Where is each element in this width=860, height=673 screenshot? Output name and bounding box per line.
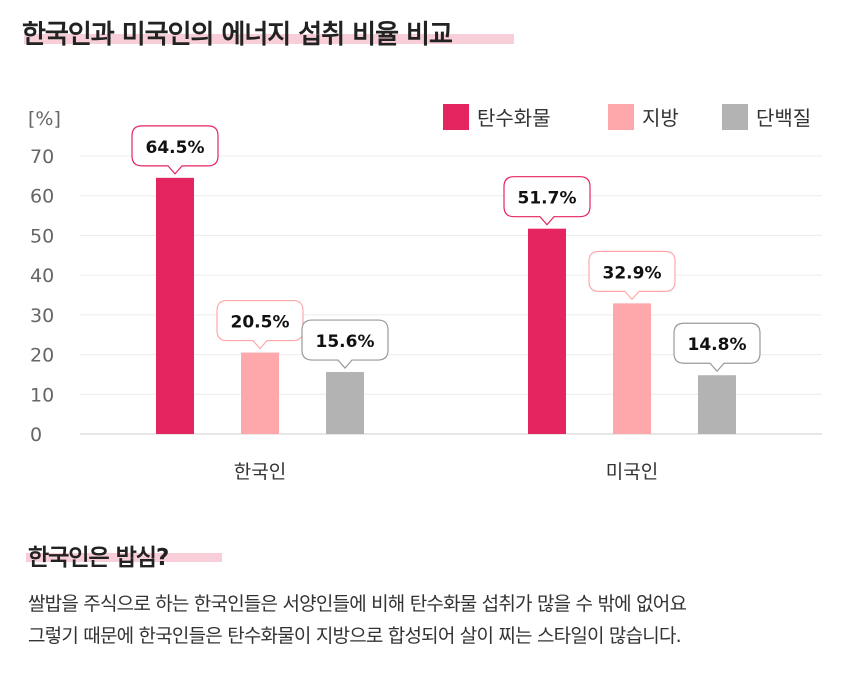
data-label-protein-1: 15.6%: [316, 332, 375, 352]
legend-label-protein: 단백질: [756, 106, 812, 130]
y-tick-label: 50: [30, 225, 54, 247]
body-line-1: 쌀밥을 주식으로 하는 한국인들은 서양인들에 비해 탄수화물 섭취가 많을 수…: [28, 593, 687, 615]
chart-canvas: 0 10 20 30 40 50 60 70 한국인 64.5% 20.5% 15.6% 미국인 51.7…: [30, 125, 822, 483]
y-tick-label: 60: [30, 186, 54, 208]
callout-protein-1: [301, 319, 389, 369]
y-tick-label: 10: [30, 384, 54, 406]
legend-label-fat: 지방: [642, 106, 679, 130]
body-text: 쌀밥을 주식으로 하는 한국인들은 서양인들에 비해 탄수화물 섭취가 많을 수…: [28, 588, 687, 652]
legend-swatch-protein: [722, 103, 748, 130]
y-tick-label: 0: [30, 424, 42, 446]
legend-swatch-carbs: [443, 103, 469, 130]
callout-fat-1: [216, 299, 304, 350]
title-block: 한국인과 미국인의 에너지 섭취 비율 비교: [22, 14, 514, 51]
legend-swatch-fat: [608, 103, 634, 130]
data-label-carbs-1: 64.5%: [146, 138, 205, 158]
page-title: 한국인과 미국인의 에너지 섭취 비율 비교: [22, 20, 453, 50]
section-subtitle: 한국인은 밥심?: [28, 545, 169, 571]
data-label-fat-2: 32.9%: [603, 263, 662, 283]
legend-label-carbs: 탄수화물: [477, 106, 551, 130]
legend-item-fat: 지방: [608, 102, 679, 131]
bar-fat-1: [241, 352, 279, 434]
y-axis-unit: [%]: [28, 108, 61, 130]
y-tick-label: 20: [30, 345, 54, 367]
data-label-fat-1: 20.5%: [231, 313, 290, 333]
bar-protein-1: [326, 372, 364, 434]
x-tick-label: 한국인: [234, 461, 286, 483]
legend-item-carbs: 탄수화물: [443, 102, 551, 131]
bar-protein-2: [698, 375, 736, 434]
bar-carbs-2: [528, 228, 566, 434]
y-tick-label: 30: [30, 305, 54, 327]
title-highlight: [24, 34, 514, 44]
data-label-protein-2: 14.8%: [688, 335, 747, 355]
y-tick-label: 40: [30, 265, 54, 287]
body-line-2: 그렇기 때문에 한국인들은 탄수화물이 지방으로 합성되어 살이 찌는 스타일이…: [28, 625, 682, 647]
x-tick-label: 미국인: [606, 461, 658, 483]
callout-carbs-1: [131, 125, 219, 175]
y-tick-label: 70: [30, 146, 54, 168]
subtitle-block: 한국인은 밥심?: [26, 538, 222, 572]
callout-protein-2: [673, 322, 761, 373]
subtitle-highlight: [26, 553, 222, 562]
bar-carbs-1: [156, 177, 194, 434]
bar-chart: 0 10 20 30 40 50 60 70 한국인 64.5% 20.5% 15.6% 미국인 51.7…: [0, 90, 860, 500]
data-label-carbs-2: 51.7%: [518, 189, 577, 209]
callout-fat-2: [588, 250, 676, 301]
bar-fat-2: [613, 303, 651, 434]
callout-carbs-2: [503, 176, 591, 226]
legend-item-protein: 단백질: [722, 102, 811, 131]
